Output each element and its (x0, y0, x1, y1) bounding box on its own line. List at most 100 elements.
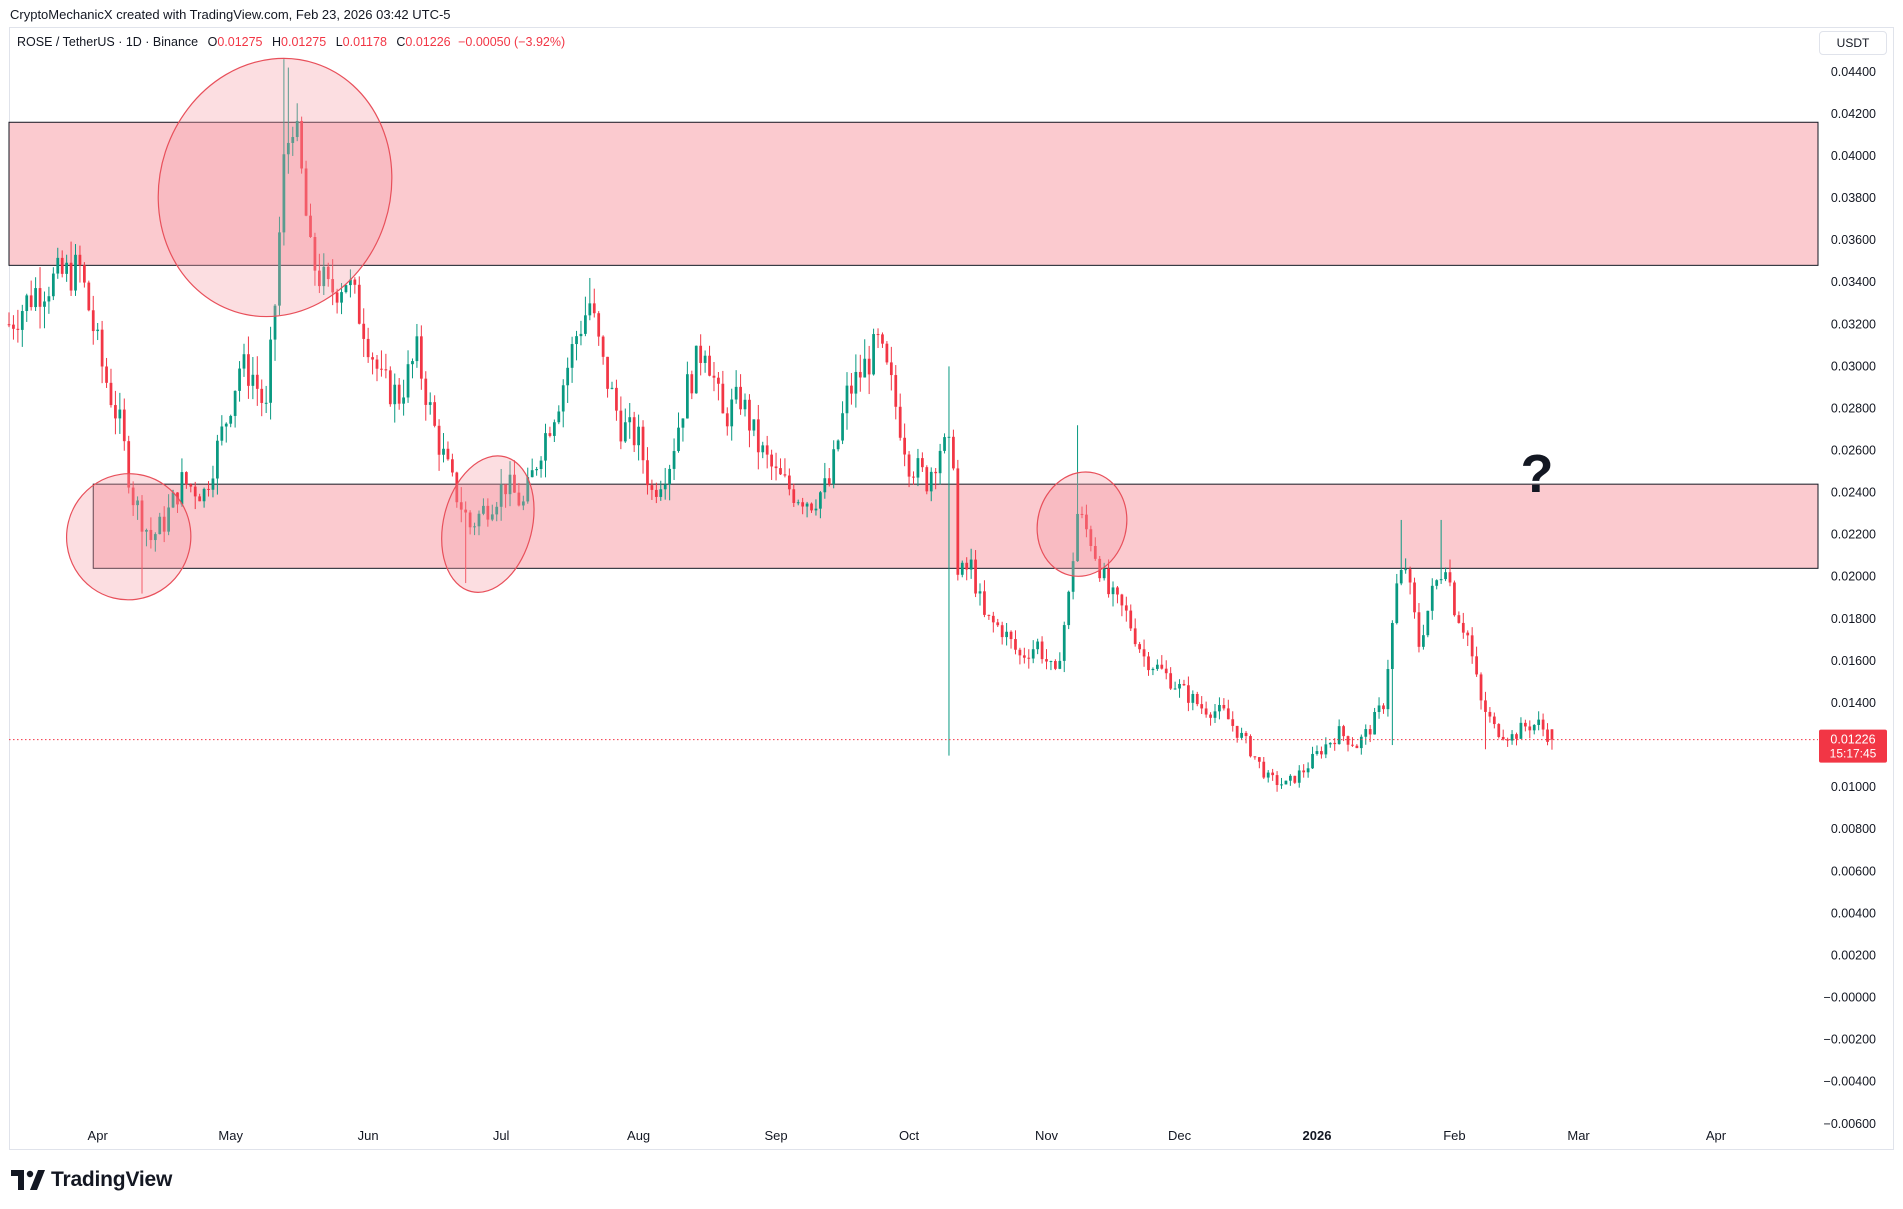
candle[interactable] (1333, 738, 1337, 751)
candle[interactable] (1164, 660, 1168, 680)
candle[interactable] (322, 253, 326, 295)
candle[interactable] (260, 379, 264, 417)
candle[interactable] (202, 487, 206, 508)
candle[interactable] (774, 452, 778, 481)
candle[interactable] (1426, 610, 1430, 638)
candle[interactable] (331, 259, 335, 306)
candle[interactable] (552, 419, 556, 443)
candle[interactable] (1275, 771, 1279, 792)
candle[interactable] (477, 510, 481, 536)
candle[interactable] (247, 336, 250, 399)
candle[interactable] (690, 370, 694, 400)
candle[interactable] (1537, 711, 1541, 731)
candle[interactable] (721, 370, 725, 414)
candle[interactable] (269, 326, 272, 420)
candle[interactable] (1253, 756, 1257, 760)
candle[interactable] (708, 345, 711, 377)
candle[interactable] (1058, 652, 1062, 670)
candle[interactable] (836, 439, 840, 452)
candle[interactable] (411, 358, 414, 379)
candle[interactable] (606, 356, 609, 398)
candle[interactable] (1124, 596, 1128, 622)
candle[interactable] (1191, 690, 1195, 711)
candle[interactable] (1293, 775, 1297, 784)
candle[interactable] (362, 308, 366, 357)
candle[interactable] (1501, 729, 1505, 741)
candle[interactable] (309, 203, 312, 238)
candle[interactable] (530, 458, 534, 478)
candle[interactable] (1076, 425, 1079, 562)
candle[interactable] (597, 311, 601, 346)
candle[interactable] (47, 286, 51, 314)
candle[interactable] (184, 471, 188, 489)
candle[interactable] (1417, 603, 1421, 653)
candle[interactable] (787, 468, 791, 496)
candle[interactable] (978, 583, 982, 606)
candle[interactable] (424, 371, 428, 421)
candle[interactable] (451, 453, 454, 477)
candle[interactable] (756, 404, 760, 470)
candle[interactable] (136, 496, 139, 520)
candle[interactable] (43, 291, 46, 329)
candle[interactable] (105, 357, 108, 388)
candle[interactable] (1000, 621, 1004, 645)
candle[interactable] (96, 322, 100, 341)
candle[interactable] (929, 467, 933, 502)
candle[interactable] (1129, 604, 1133, 632)
candle[interactable] (242, 343, 246, 377)
candle[interactable] (748, 394, 751, 448)
candle[interactable] (1386, 659, 1390, 717)
candle[interactable] (1297, 765, 1301, 788)
candle[interactable] (584, 296, 587, 337)
candle[interactable] (122, 398, 126, 451)
candle[interactable] (251, 357, 255, 400)
candle[interactable] (663, 467, 667, 500)
candle[interactable] (282, 59, 286, 246)
candle[interactable] (1027, 649, 1031, 669)
candle[interactable] (87, 280, 91, 312)
candle[interactable] (654, 482, 658, 504)
candle[interactable] (761, 441, 765, 459)
candle[interactable] (1484, 691, 1487, 750)
candle[interactable] (934, 468, 938, 490)
candle[interactable] (805, 501, 809, 518)
candle[interactable] (419, 325, 423, 390)
candle[interactable] (304, 160, 308, 217)
candle[interactable] (1120, 593, 1124, 617)
candle[interactable] (335, 288, 339, 314)
candle[interactable] (1315, 745, 1319, 756)
candle[interactable] (1382, 703, 1385, 714)
candle[interactable] (1519, 717, 1523, 739)
candle[interactable] (991, 611, 995, 633)
candle[interactable] (885, 341, 889, 365)
candle[interactable] (1466, 630, 1470, 647)
candle[interactable] (1351, 737, 1354, 747)
candle[interactable] (180, 458, 184, 507)
candle[interactable] (956, 459, 960, 581)
candle[interactable] (566, 357, 570, 403)
tradingview-logo[interactable]: TradingView (11, 1168, 172, 1192)
candle[interactable] (672, 438, 676, 481)
candle[interactable] (810, 502, 813, 513)
candle[interactable] (996, 618, 1000, 628)
chart-panel[interactable] (9, 27, 1894, 1150)
candle[interactable] (1147, 651, 1150, 676)
candle[interactable] (1226, 699, 1230, 720)
candle[interactable] (1364, 724, 1368, 745)
candle[interactable] (1435, 579, 1439, 590)
candle[interactable] (1142, 639, 1146, 667)
candle[interactable] (615, 379, 618, 421)
candle[interactable] (1235, 725, 1239, 743)
candle[interactable] (659, 480, 663, 501)
candle[interactable] (1213, 703, 1217, 723)
candle[interactable] (446, 441, 450, 461)
candle[interactable] (468, 510, 472, 535)
candle[interactable] (637, 414, 640, 461)
candle[interactable] (1328, 742, 1332, 748)
candle[interactable] (442, 433, 445, 463)
candle[interactable] (561, 379, 565, 428)
candle[interactable] (127, 435, 131, 494)
candle[interactable] (1089, 525, 1093, 552)
candle[interactable] (947, 366, 951, 756)
